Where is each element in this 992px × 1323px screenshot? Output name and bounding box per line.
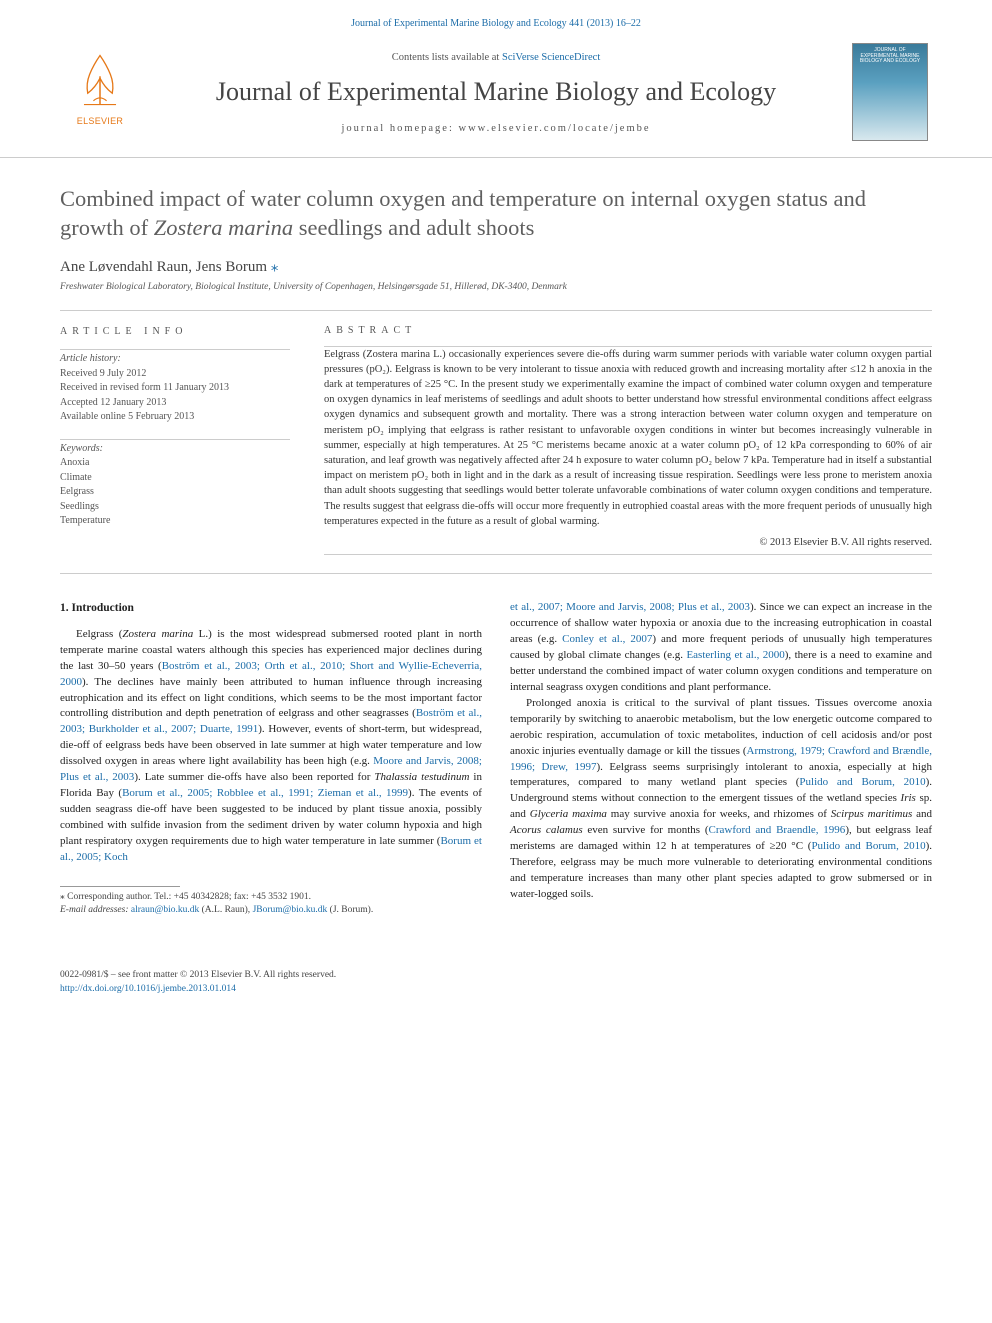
history-received: Received 9 July 2012 — [60, 367, 290, 382]
emails-label: E-mail addresses: — [60, 905, 131, 915]
citation-link[interactable]: Borum et al., 2005; Robblee et al., 1991… — [122, 787, 408, 799]
intro-paragraph-1: Eelgrass (Zostera marina L.) is the most… — [60, 627, 482, 866]
sciencedirect-link[interactable]: SciVerse ScienceDirect — [502, 52, 600, 63]
abstract-heading: abstract — [324, 325, 932, 336]
title-part-2: seedlings and adult shoots — [293, 215, 534, 240]
footnotes: ⁎ Corresponding author. Tel.: +45 403428… — [60, 886, 482, 918]
contents-prefix: Contents lists available at — [392, 52, 502, 63]
article-info-heading: article info — [60, 325, 290, 340]
keyword: Eelgrass — [60, 485, 290, 500]
author-names: Ane Løvendahl Raun, Jens Borum — [60, 259, 271, 275]
history-online: Available online 5 February 2013 — [60, 410, 290, 425]
article-history-block: Article history: Received 9 July 2012 Re… — [60, 352, 290, 425]
body-column-right: et al., 2007; Moore and Jarvis, 2008; Pl… — [510, 600, 932, 917]
abstract-column: abstract Eelgrass (Zostera marina L.) oc… — [324, 325, 932, 556]
abstract-text: Eelgrass (Zostera marina L.) occasionall… — [324, 347, 932, 530]
intro-paragraph-1-cont: et al., 2007; Moore and Jarvis, 2008; Pl… — [510, 600, 932, 696]
keyword: Climate — [60, 471, 290, 486]
journal-title: Journal of Experimental Marine Biology a… — [160, 77, 832, 107]
text-run: even survive for months ( — [583, 824, 709, 836]
running-head: Journal of Experimental Marine Biology a… — [0, 0, 992, 35]
species-italic: Glyceria maxima — [530, 808, 607, 820]
history-revised: Received in revised form 11 January 2013 — [60, 381, 290, 396]
keyword: Anoxia — [60, 456, 290, 471]
species-italic: Zostera marina — [122, 628, 193, 640]
contents-lists-line: Contents lists available at SciVerse Sci… — [160, 52, 832, 63]
citation-link[interactable]: Easterling et al., 2000 — [686, 649, 784, 661]
text-run: and — [912, 808, 932, 820]
affiliation: Freshwater Biological Laboratory, Biolog… — [60, 282, 932, 292]
author-line: Ane Løvendahl Raun, Jens Borum ⁎ — [60, 257, 932, 276]
divider — [60, 573, 932, 574]
article-info-column: article info Article history: Received 9… — [60, 325, 290, 556]
email-addresses-line: E-mail addresses: alraun@bio.ku.dk (A.L.… — [60, 904, 482, 917]
journal-cover-thumb: JOURNAL OF EXPERIMENTAL MARINE BIOLOGY A… — [852, 43, 932, 143]
keywords-subhead: Keywords: — [60, 442, 290, 457]
body-columns: 1. Introduction Eelgrass (Zostera marina… — [60, 600, 932, 917]
journal-homepage-line: journal homepage: www.elsevier.com/locat… — [160, 123, 832, 134]
intro-paragraph-2: Prolonged anoxia is critical to the surv… — [510, 696, 932, 903]
section-heading-intro: 1. Introduction — [60, 600, 482, 617]
keywords-block: Keywords: Anoxia Climate Eelgrass Seedli… — [60, 442, 290, 529]
divider — [60, 349, 290, 350]
running-head-link[interactable]: Journal of Experimental Marine Biology a… — [351, 18, 641, 29]
article-title: Combined impact of water column oxygen a… — [60, 184, 932, 243]
abstract-copyright: © 2013 Elsevier B.V. All rights reserved… — [324, 537, 932, 548]
corresponding-author-note: ⁎ Corresponding author. Tel.: +45 403428… — [60, 891, 482, 904]
doi-link[interactable]: http://dx.doi.org/10.1016/j.jembe.2013.0… — [60, 984, 236, 994]
publisher-name: ELSEVIER — [77, 116, 123, 126]
email-link[interactable]: JBorum@bio.ku.dk — [253, 905, 328, 915]
divider — [324, 554, 932, 555]
footnote-rule — [60, 886, 180, 887]
masthead-center: Contents lists available at SciVerse Sci… — [160, 52, 832, 134]
text-run: (A.L. Raun), — [199, 905, 252, 915]
article-body: Combined impact of water column oxygen a… — [0, 158, 992, 957]
publisher-logo-block: ELSEVIER — [60, 48, 140, 138]
elsevier-tree-icon — [67, 48, 133, 114]
species-italic: Iris — [901, 792, 916, 804]
citation-link[interactable]: Conley et al., 2007 — [562, 633, 652, 645]
title-species: Zostera marina — [154, 215, 293, 240]
text-run: may survive anoxia for weeks, and rhizom… — [607, 808, 831, 820]
front-matter-line: 0022-0981/$ – see front matter © 2013 El… — [60, 969, 932, 982]
history-subhead: Article history: — [60, 352, 290, 367]
text-run: Eelgrass ( — [76, 628, 122, 640]
body-column-left: 1. Introduction Eelgrass (Zostera marina… — [60, 600, 482, 917]
history-accepted: Accepted 12 January 2013 — [60, 396, 290, 411]
corresponding-author-mark[interactable]: ⁎ — [271, 259, 279, 275]
masthead: ELSEVIER Contents lists available at Sci… — [0, 35, 992, 158]
divider — [60, 439, 290, 440]
keyword: Temperature — [60, 514, 290, 529]
email-link[interactable]: alraun@bio.ku.dk — [131, 905, 199, 915]
species-italic: Acorus calamus — [510, 824, 583, 836]
species-italic: Thalassia testudinum — [374, 771, 469, 783]
citation-link[interactable]: et al., 2007; Moore and Jarvis, 2008; Pl… — [510, 601, 750, 613]
text-run: (J. Borum). — [327, 905, 373, 915]
info-abstract-row: article info Article history: Received 9… — [60, 311, 932, 574]
keyword: Seedlings — [60, 500, 290, 515]
citation-link[interactable]: Crawford and Braendle, 1996 — [709, 824, 846, 836]
cover-text: JOURNAL OF EXPERIMENTAL MARINE BIOLOGY A… — [857, 48, 923, 65]
citation-link[interactable]: Pulido and Borum, 2010 — [799, 776, 925, 788]
citation-link[interactable]: Pulido and Borum, 2010 — [811, 840, 925, 852]
homepage-prefix: journal homepage: — [341, 123, 458, 134]
homepage-url: www.elsevier.com/locate/jembe — [459, 123, 651, 134]
text-run: ). Late summer die-offs have also been r… — [134, 771, 374, 783]
page-footer: 0022-0981/$ – see front matter © 2013 El… — [0, 969, 992, 1016]
species-italic: Scirpus maritimus — [831, 808, 912, 820]
